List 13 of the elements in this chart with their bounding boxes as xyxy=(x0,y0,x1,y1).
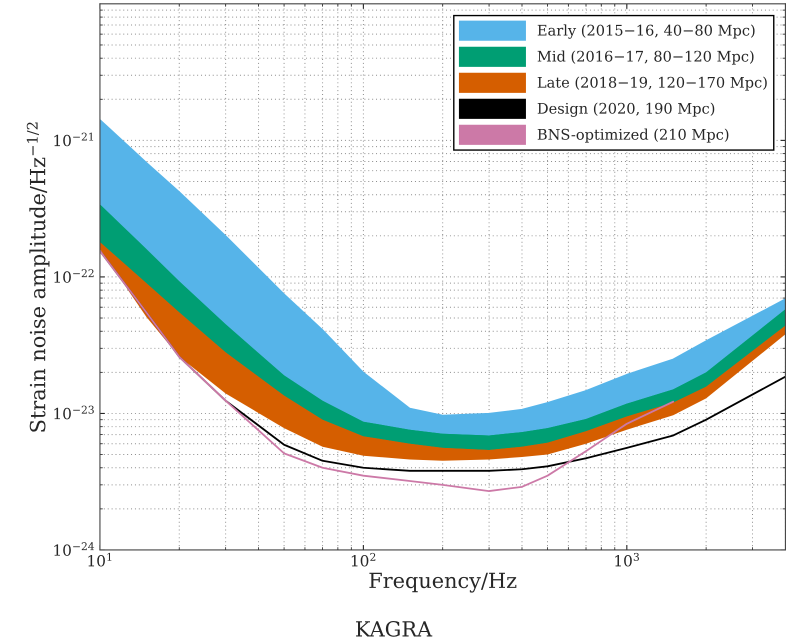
x-axis-title: Frequency/Hz xyxy=(369,572,516,593)
legend-label: Late (2018−19, 120−170 Mpc) xyxy=(538,76,767,91)
y-tick-label: 10$^{−22}$ xyxy=(54,269,94,283)
legend-label: Early (2015−16, 40−80 Mpc) xyxy=(538,24,755,39)
y-tick-label: 10$^{−21}$ xyxy=(54,132,94,146)
legend-label: BNS-optimized (210 Mpc) xyxy=(538,128,728,143)
x-tick-label: 10$^{3}$ xyxy=(615,552,639,567)
y-axis-title: Strain noise amplitude/Hz$^{−1/2}$ xyxy=(26,122,50,432)
y-tick-label: 10$^{−23}$ xyxy=(54,406,94,420)
legend-label: Mid (2016−17, 80−120 Mpc) xyxy=(538,50,754,65)
text: KAGRA xyxy=(356,620,432,637)
x-tick-label: 10$^{2}$ xyxy=(352,552,376,567)
legend-label: Design (2020, 190 Mpc) xyxy=(538,102,714,117)
